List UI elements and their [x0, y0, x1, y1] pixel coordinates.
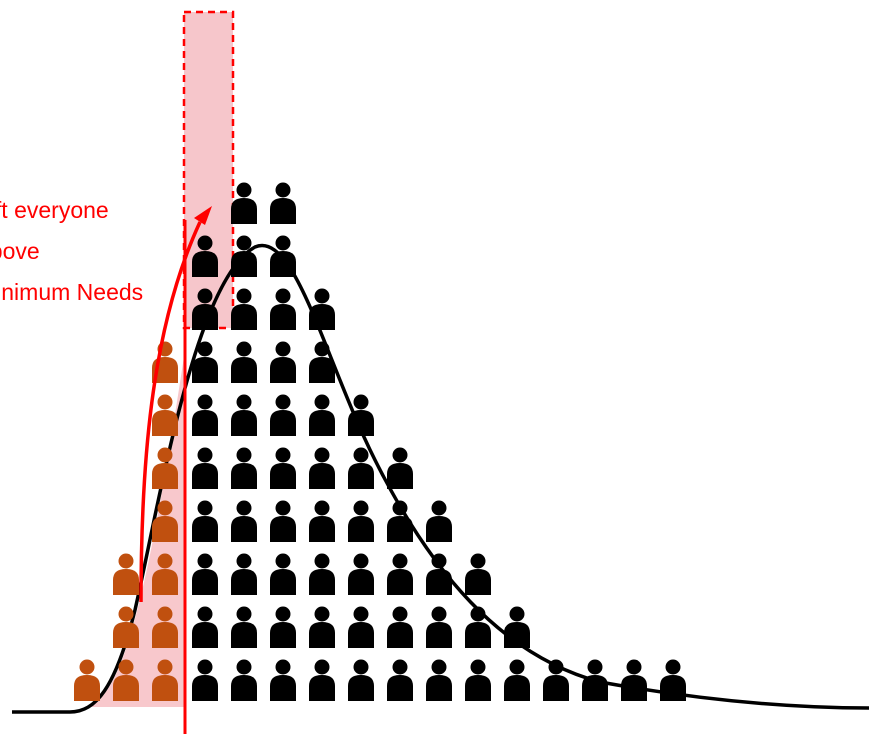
person-icon-above	[192, 394, 218, 436]
person-icon-below	[113, 553, 139, 595]
label-minimum-needs: Minimum Needs	[0, 279, 143, 305]
person-icon-above	[231, 341, 257, 383]
person-icon-above	[270, 553, 296, 595]
person-icon-above	[309, 659, 335, 701]
person-icon-above	[309, 288, 335, 330]
population-icons	[74, 182, 686, 701]
person-icon-above	[270, 447, 296, 489]
person-icon-above	[309, 606, 335, 648]
person-icon-above	[543, 659, 569, 701]
person-icon-above	[270, 341, 296, 383]
person-icon-above	[270, 500, 296, 542]
person-icon-above	[387, 606, 413, 648]
person-icon-above	[270, 182, 296, 224]
person-icon-above	[231, 182, 257, 224]
person-icon-above	[348, 553, 374, 595]
person-icon-above	[192, 447, 218, 489]
label-lift-everyone: Lift everyone	[0, 197, 109, 223]
person-icon-above	[309, 341, 335, 383]
person-icon-above	[660, 659, 686, 701]
person-icon-above	[270, 235, 296, 277]
person-icon-above	[582, 659, 608, 701]
person-icon-above	[270, 288, 296, 330]
person-icon-above	[348, 659, 374, 701]
person-icon-above	[348, 394, 374, 436]
person-icon-above	[504, 659, 530, 701]
arrow-head	[194, 206, 212, 225]
person-icon-above	[426, 500, 452, 542]
person-icon-above	[309, 553, 335, 595]
arrow-up-icon	[139, 221, 202, 603]
person-icon-above	[231, 553, 257, 595]
person-icon-above	[231, 394, 257, 436]
person-icon-above	[387, 500, 413, 542]
person-icon-above	[270, 606, 296, 648]
person-icon-above	[621, 659, 647, 701]
label-above: above	[0, 238, 40, 264]
person-icon-above	[231, 606, 257, 648]
person-icon-above	[387, 659, 413, 701]
person-icon-above	[387, 447, 413, 489]
person-icon-below	[152, 394, 178, 436]
person-icon-above	[465, 553, 491, 595]
person-icon-above	[465, 659, 491, 701]
person-icon-above	[504, 606, 530, 648]
person-icon-above	[192, 500, 218, 542]
person-icon-above	[231, 235, 257, 277]
person-icon-below	[74, 659, 100, 701]
person-icon-above	[192, 553, 218, 595]
person-icon-above	[348, 606, 374, 648]
person-icon-above	[426, 659, 452, 701]
person-icon-above	[309, 447, 335, 489]
person-icon-above	[309, 500, 335, 542]
person-icon-above	[465, 606, 491, 648]
person-icon-above	[348, 500, 374, 542]
person-icon-above	[231, 447, 257, 489]
person-icon-above	[231, 288, 257, 330]
person-icon-above	[270, 659, 296, 701]
person-icon-above	[270, 394, 296, 436]
person-icon-above	[387, 553, 413, 595]
person-icon-above	[231, 500, 257, 542]
person-icon-above	[192, 659, 218, 701]
person-icon-above	[426, 553, 452, 595]
person-icon-above	[192, 606, 218, 648]
person-icon-above	[309, 394, 335, 436]
person-icon-above	[426, 606, 452, 648]
person-icon-above	[231, 659, 257, 701]
